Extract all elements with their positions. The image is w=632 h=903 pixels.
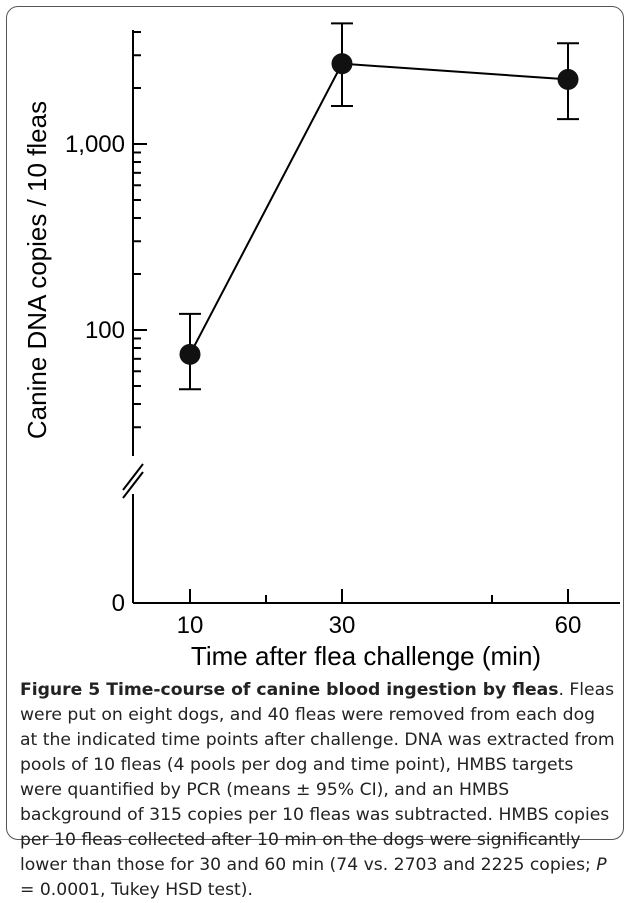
data-point xyxy=(179,343,201,365)
caption-p-symbol: P xyxy=(596,855,607,875)
series-marks xyxy=(179,22,579,391)
y-axis-label: Canine DNA copies / 10 fleas xyxy=(22,101,52,439)
figure-frame xyxy=(6,6,624,840)
chart: 0 100 1,000 10 30 60 Time after flea challeng… xyxy=(22,22,620,671)
axis-break-mark xyxy=(122,471,144,499)
y-tick-label: 100 xyxy=(85,317,125,344)
caption-text-2: = 0.0001, Tukey HSD test). xyxy=(20,880,253,900)
series-line xyxy=(189,62,569,355)
figure-caption: Figure 5 Time-course of canine blood ing… xyxy=(20,678,616,903)
axes xyxy=(122,30,620,604)
caption-title: Figure 5 Time-course of canine blood ing… xyxy=(20,680,559,700)
y-tick-label: 0 xyxy=(112,590,125,617)
data-point xyxy=(557,68,579,90)
tick-labels: 0 100 1,000 10 30 60 xyxy=(65,131,581,639)
axis-break-mark xyxy=(122,463,144,491)
caption-text-1: . Fleas were put on eight dogs, and 40 f… xyxy=(20,680,615,875)
x-tick-label: 60 xyxy=(555,612,582,639)
data-point xyxy=(331,53,353,75)
x-tick-label: 30 xyxy=(329,612,356,639)
x-axis-label: Time after flea challenge (min) xyxy=(191,641,541,671)
x-tick-label: 10 xyxy=(177,612,204,639)
y-tick-label: 1,000 xyxy=(65,131,125,158)
